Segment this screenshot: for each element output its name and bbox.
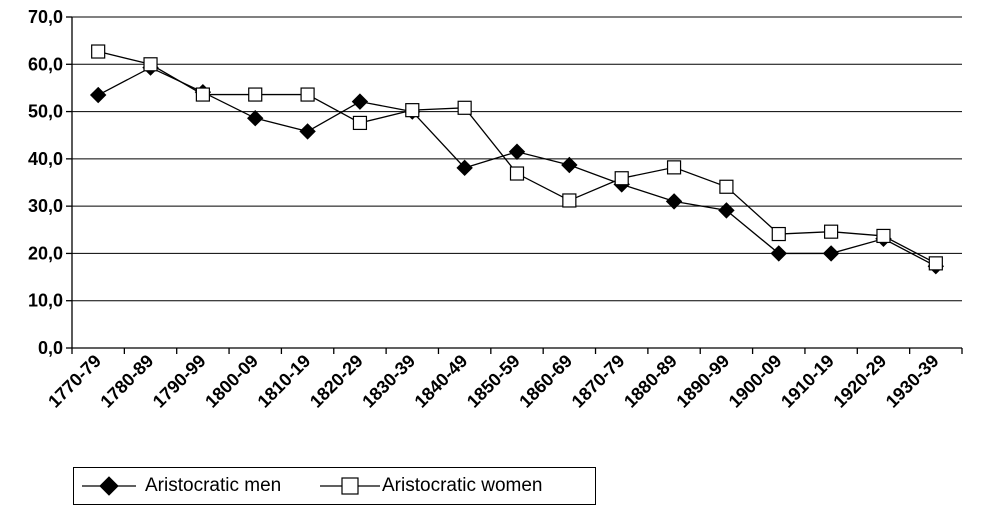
legend-symbol-women — [320, 477, 380, 495]
data-point-women — [928, 256, 943, 271]
x-tick-label: 1890-99 — [672, 351, 733, 412]
y-tick-label: 50,0 — [28, 102, 63, 122]
line-chart: 0,010,020,030,040,050,060,070,0 1770-791… — [28, 7, 963, 412]
legend-label-women: Aristocratic women — [382, 475, 543, 496]
data-point-men — [561, 156, 578, 174]
x-tick-label: 1850-59 — [463, 351, 524, 412]
x-tick-label: 1880-89 — [620, 351, 681, 412]
y-tick-label: 30,0 — [28, 196, 63, 216]
x-tick-label: 1790-99 — [149, 351, 210, 412]
x-tick-label: 1800-09 — [201, 351, 262, 412]
x-tick-label: 1900-09 — [725, 351, 786, 412]
data-point-women — [666, 160, 682, 175]
data-point-men — [89, 86, 107, 104]
y-tick-label: 40,0 — [28, 149, 63, 169]
data-point-women — [352, 115, 368, 131]
data-point-women — [719, 179, 734, 194]
y-tick-label: 60,0 — [28, 54, 63, 74]
data-point-women — [195, 87, 210, 102]
x-tick-label: 1810-19 — [254, 351, 315, 412]
x-tick-label: 1840-49 — [411, 351, 472, 412]
data-point-men — [665, 193, 683, 210]
data-point-men — [456, 159, 473, 177]
data-point-women — [771, 226, 786, 242]
x-axis-ticks: 1770-791780-891790-991800-091810-191820-… — [44, 348, 963, 412]
axes — [71, 17, 962, 349]
data-point-women — [562, 193, 577, 208]
data-point-women — [509, 166, 525, 181]
data-point-women — [614, 171, 629, 186]
y-tick-label: 20,0 — [28, 243, 63, 263]
data-point-women — [143, 57, 158, 72]
x-tick-label: 1870-79 — [568, 351, 629, 412]
data-point-men — [770, 245, 787, 262]
y-tick-label: 70,0 — [28, 7, 63, 27]
x-tick-label: 1910-19 — [777, 351, 838, 412]
data-point-men — [822, 245, 840, 262]
series-markers — [89, 44, 945, 275]
data-point-women — [457, 100, 472, 115]
x-tick-label: 1770-79 — [44, 351, 105, 412]
legend-item-women: Aristocratic women — [320, 468, 596, 504]
data-point-men — [299, 123, 316, 140]
data-point-men — [351, 93, 369, 110]
data-point-women — [824, 224, 839, 239]
x-tick-label: 1930-39 — [882, 351, 943, 412]
x-tick-label: 1860-69 — [515, 351, 576, 412]
data-point-men — [247, 109, 264, 127]
x-tick-label: 1820-29 — [306, 351, 367, 412]
gridlines — [72, 16, 962, 302]
y-tick-label: 10,0 — [28, 291, 63, 311]
data-point-women — [248, 87, 263, 102]
x-tick-label: 1780-89 — [97, 351, 158, 412]
legend-symbol-men — [82, 476, 136, 496]
data-point-men — [718, 202, 735, 219]
x-tick-label: 1920-29 — [829, 351, 890, 412]
y-tick-label: 0,0 — [38, 338, 63, 358]
y-axis-ticks: 0,0 10,0 20,0 30,0 40,0 50,0 60,0 70,0 — [28, 7, 72, 358]
data-point-women — [91, 44, 106, 59]
legend-item-men: Aristocratic men — [74, 468, 324, 504]
data-point-women — [876, 228, 891, 244]
legend-label-men: Aristocratic men — [145, 475, 282, 496]
x-tick-label: 1830-39 — [358, 351, 419, 412]
data-point-women — [405, 103, 420, 118]
data-point-men — [508, 143, 526, 160]
data-point-women — [300, 87, 315, 102]
legend: Aristocratic men Aristocratic women — [73, 467, 596, 505]
